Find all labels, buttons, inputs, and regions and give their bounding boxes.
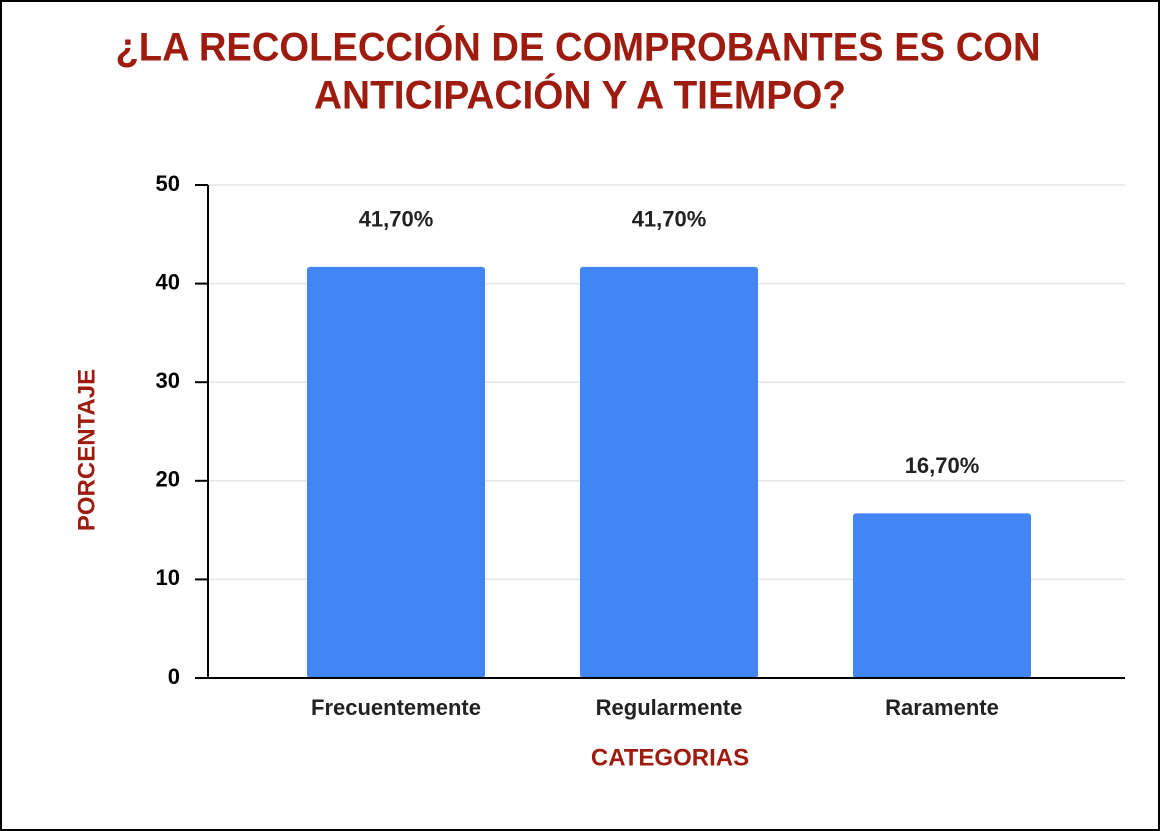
- x-tick-label: Raramente: [885, 695, 999, 720]
- data-label: 16,70%: [905, 453, 980, 478]
- y-tick-label: 50: [156, 171, 180, 196]
- chart-title: ANTICIPACIÓN Y A TIEMPO?: [314, 72, 846, 118]
- y-tick-label: 10: [156, 565, 180, 590]
- data-label: 41,70%: [359, 207, 434, 232]
- y-axis-label: PORCENTAJE: [73, 369, 100, 531]
- chart-title: ¿LA RECOLECCIÓN DE COMPROBANTES ES CON: [116, 24, 1041, 70]
- bar: [307, 266, 485, 678]
- bar: [853, 513, 1031, 678]
- x-tick-label: Regularmente: [596, 695, 743, 720]
- x-tick-label: Frecuentemente: [311, 695, 481, 720]
- data-label: 41,70%: [632, 207, 707, 232]
- y-tick-label: 0: [168, 664, 180, 689]
- y-tick-label: 20: [156, 467, 180, 492]
- x-axis-label: CATEGORIAS: [591, 744, 749, 771]
- y-tick-label: 30: [156, 368, 180, 393]
- y-tick-label: 40: [156, 269, 180, 294]
- bar: [580, 266, 758, 678]
